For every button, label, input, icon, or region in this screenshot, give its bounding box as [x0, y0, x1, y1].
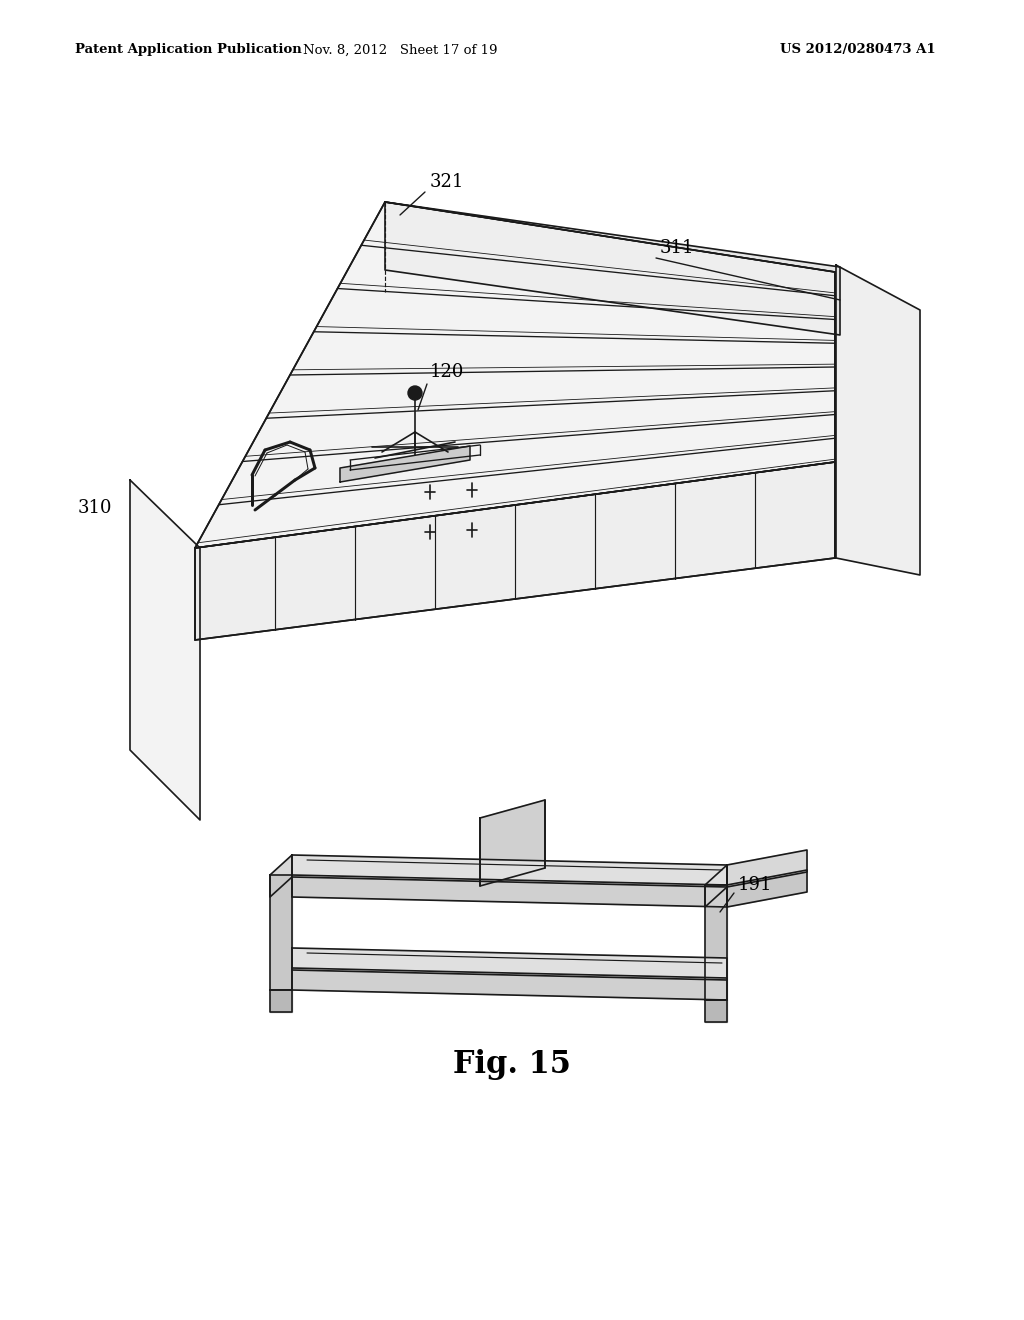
Polygon shape — [195, 462, 835, 640]
Polygon shape — [705, 865, 727, 907]
Text: 321: 321 — [430, 173, 464, 191]
Polygon shape — [836, 265, 920, 576]
Text: 191: 191 — [738, 876, 772, 894]
Circle shape — [408, 385, 422, 400]
Polygon shape — [292, 968, 727, 1001]
Polygon shape — [292, 875, 727, 907]
Polygon shape — [727, 870, 807, 907]
Polygon shape — [727, 850, 807, 887]
Polygon shape — [130, 480, 200, 820]
Polygon shape — [270, 875, 292, 990]
Polygon shape — [270, 990, 292, 1012]
Polygon shape — [292, 855, 727, 887]
Text: Nov. 8, 2012   Sheet 17 of 19: Nov. 8, 2012 Sheet 17 of 19 — [303, 44, 498, 57]
Polygon shape — [270, 855, 292, 898]
Polygon shape — [705, 884, 727, 1001]
Polygon shape — [195, 202, 835, 548]
Text: Patent Application Publication: Patent Application Publication — [75, 44, 302, 57]
Polygon shape — [292, 948, 727, 979]
Text: Fig. 15: Fig. 15 — [453, 1049, 571, 1081]
Polygon shape — [340, 446, 470, 482]
Polygon shape — [385, 202, 840, 335]
Text: US 2012/0280473 A1: US 2012/0280473 A1 — [780, 44, 936, 57]
Polygon shape — [480, 800, 545, 886]
Text: 120: 120 — [430, 363, 464, 381]
Text: 310: 310 — [78, 499, 112, 517]
Text: 311: 311 — [660, 239, 694, 257]
Polygon shape — [705, 1001, 727, 1022]
